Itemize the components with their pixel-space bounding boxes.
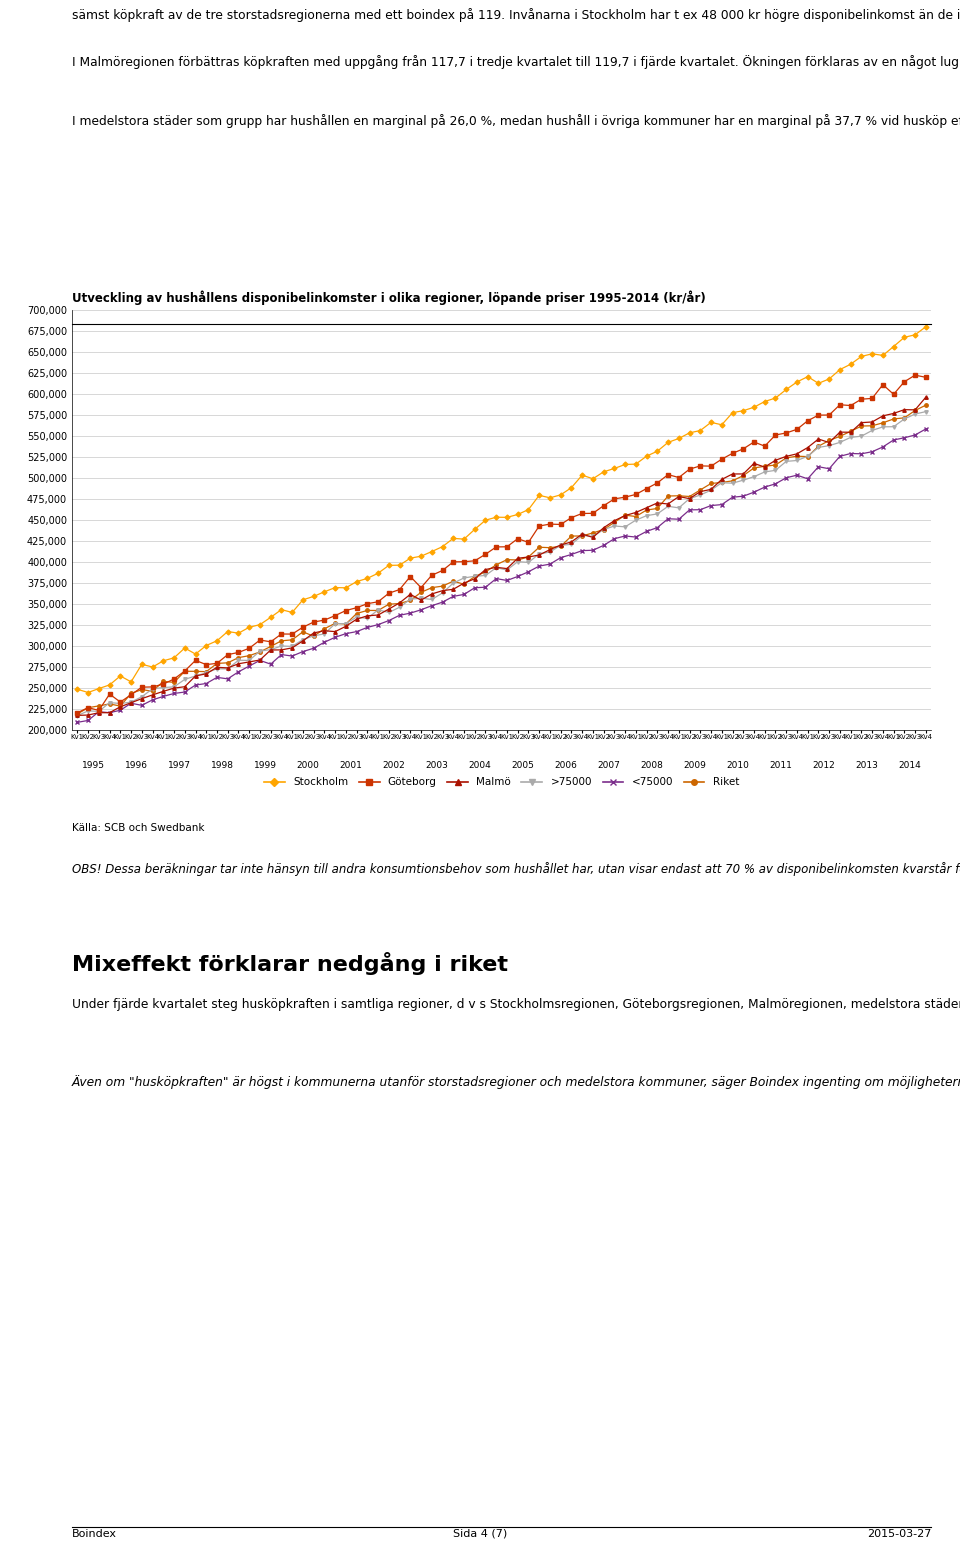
Text: 2015-03-27: 2015-03-27 — [867, 1529, 931, 1539]
Line: Göteborg: Göteborg — [75, 374, 928, 715]
Text: Mixeffekt förklarar nedgång i riket: Mixeffekt förklarar nedgång i riket — [72, 952, 508, 976]
Göteborg — [824, 406, 835, 425]
Göteborg — [909, 366, 921, 385]
>75000 — [652, 504, 663, 523]
Text: 1998: 1998 — [211, 760, 234, 769]
Malmö — [447, 580, 459, 599]
Göteborg — [920, 368, 931, 386]
Text: Under fjärde kvartalet steg husköpkraften i samtliga regioner, d v s Stockholmsr: Under fjärde kvartalet steg husköpkrafte… — [72, 997, 960, 1011]
Göteborg — [447, 552, 459, 571]
<75000 — [588, 541, 599, 560]
Text: 2013: 2013 — [855, 760, 878, 769]
>75000 — [824, 436, 835, 454]
Line: Stockholm: Stockholm — [76, 326, 927, 695]
<75000 — [72, 713, 84, 732]
Text: 2005: 2005 — [512, 760, 535, 769]
Text: I medelstora städer som grupp har hushållen en marginal på 26,0 %, medan hushåll: I medelstora städer som grupp har hushål… — [72, 113, 960, 127]
>75000 — [619, 518, 631, 537]
Text: 2012: 2012 — [812, 760, 835, 769]
Text: sämst köpkraft av de tre storstadsregionerna med ett boindex på 119. Invånarna i: sämst köpkraft av de tre storstadsregion… — [72, 8, 960, 22]
Stockholm — [662, 433, 674, 451]
<75000 — [920, 420, 931, 439]
>75000 — [576, 526, 588, 544]
Malmö — [652, 493, 663, 512]
Text: 2011: 2011 — [769, 760, 792, 769]
Text: Utveckling av hushållens disponibelinkomster i olika regioner, löpande priser 19: Utveckling av hushållens disponibelinkom… — [72, 290, 706, 306]
Line: >75000: >75000 — [76, 409, 927, 717]
Text: 2010: 2010 — [727, 760, 750, 769]
Malmö — [619, 506, 631, 524]
Malmö — [824, 433, 835, 451]
<75000 — [576, 541, 588, 560]
Text: Även om "husköpkraften" är högst i kommunerna utanför storstadsregioner och mede: Även om "husköpkraften" är högst i kommu… — [72, 1075, 960, 1089]
Text: 2007: 2007 — [597, 760, 620, 769]
Text: 2004: 2004 — [468, 760, 492, 769]
<75000 — [652, 518, 663, 537]
>75000 — [447, 574, 459, 592]
Göteborg — [652, 473, 663, 492]
Text: 1997: 1997 — [168, 760, 191, 769]
Riket — [72, 704, 84, 723]
>75000 — [920, 402, 931, 420]
<75000 — [447, 588, 459, 606]
Riket — [920, 396, 931, 414]
Text: Sida 4 (7): Sida 4 (7) — [453, 1529, 507, 1539]
Text: 1999: 1999 — [253, 760, 276, 769]
<75000 — [824, 459, 835, 478]
Riket — [447, 572, 459, 591]
Stockholm — [72, 679, 84, 698]
Göteborg — [72, 704, 84, 723]
Malmö — [72, 706, 84, 724]
Stockholm — [588, 470, 599, 489]
Text: I Malmöregionen förbättras köpkraften med uppgång från 117,7 i tredje kvartalet : I Malmöregionen förbättras köpkraften me… — [72, 54, 960, 68]
Stockholm — [598, 462, 610, 481]
Line: <75000: <75000 — [75, 427, 928, 724]
Göteborg — [588, 504, 599, 523]
Riket — [652, 499, 663, 518]
Text: 2000: 2000 — [297, 760, 320, 769]
Stockholm — [920, 318, 931, 337]
Stockholm — [83, 682, 94, 701]
Text: 2009: 2009 — [684, 760, 707, 769]
Line: Malmö: Malmö — [76, 396, 927, 717]
Malmö — [920, 388, 931, 406]
Legend: Stockholm, Göteborg, Malmö, >75000, <75000, Riket: Stockholm, Göteborg, Malmö, >75000, <750… — [260, 772, 743, 791]
Stockholm — [630, 454, 641, 473]
Göteborg — [619, 489, 631, 507]
Malmö — [576, 524, 588, 543]
Riket — [824, 431, 835, 450]
Text: 2001: 2001 — [340, 760, 363, 769]
Göteborg — [576, 504, 588, 523]
Text: 1995: 1995 — [82, 760, 105, 769]
Text: Källa: SCB och Swedbank: Källa: SCB och Swedbank — [72, 824, 204, 833]
Text: 2003: 2003 — [425, 760, 448, 769]
Stockholm — [458, 530, 469, 549]
Line: Riket: Riket — [76, 403, 927, 715]
Riket — [619, 506, 631, 524]
>75000 — [72, 706, 84, 724]
Text: 2002: 2002 — [383, 760, 405, 769]
>75000 — [588, 527, 599, 546]
Riket — [576, 527, 588, 546]
Text: 2006: 2006 — [555, 760, 578, 769]
Text: 1996: 1996 — [125, 760, 148, 769]
Malmö — [588, 527, 599, 546]
Text: 2014: 2014 — [899, 760, 921, 769]
Stockholm — [834, 360, 846, 378]
Text: Boindex: Boindex — [72, 1529, 117, 1539]
Text: 2008: 2008 — [640, 760, 663, 769]
Riket — [588, 524, 599, 543]
Text: OBS! Dessa beräkningar tar inte hänsyn till andra konsumtionsbehov som hushållet: OBS! Dessa beräkningar tar inte hänsyn t… — [72, 862, 960, 876]
<75000 — [619, 527, 631, 546]
